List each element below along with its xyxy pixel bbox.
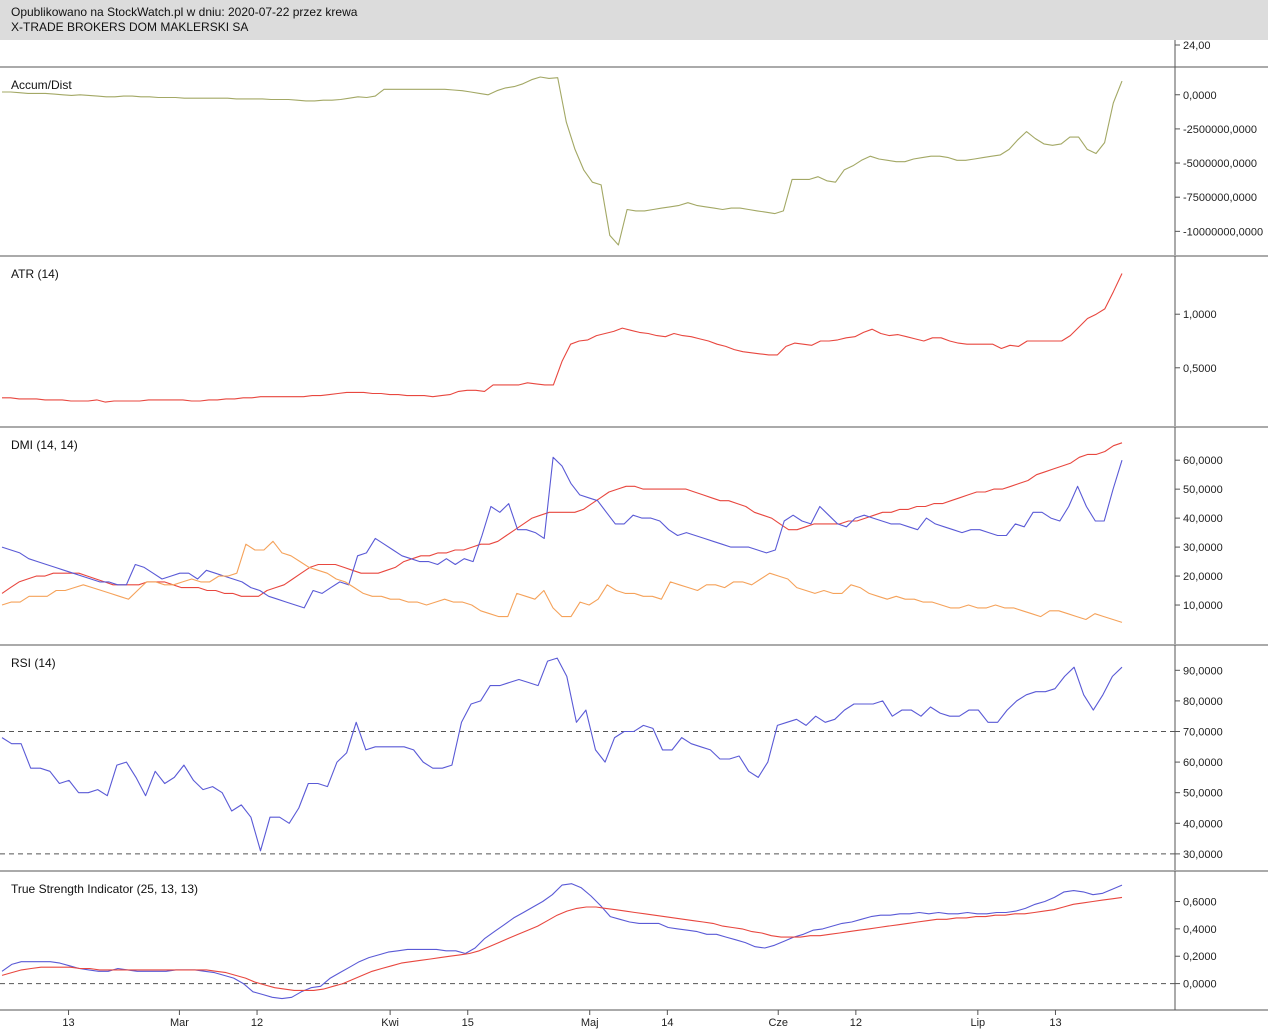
y-tick-label: -2500000,0000	[1183, 124, 1257, 136]
y-tick-label: 30,0000	[1183, 849, 1223, 861]
x-tick-label: 12	[850, 1017, 862, 1029]
y-tick-label: 70,0000	[1183, 726, 1223, 738]
x-tick-label: Maj	[581, 1017, 599, 1029]
x-tick-label: 15	[462, 1017, 474, 1029]
x-tick-label: Mar	[170, 1017, 189, 1029]
instrument-name: X-TRADE BROKERS DOM MAKLERSKI SA	[11, 20, 249, 34]
publication-header: Opublikowano na StockWatch.pl w dniu: 20…	[0, 0, 1268, 40]
x-tick-label: 12	[251, 1017, 263, 1029]
y-tick-label: 0,6000	[1183, 897, 1217, 909]
y-tick-label: -7500000,0000	[1183, 192, 1257, 204]
x-tick-label: 13	[62, 1017, 74, 1029]
panel-title: Accum/Dist	[11, 78, 72, 92]
series-line-blue	[1, 657, 1123, 852]
y-tick-label: 1,0000	[1183, 309, 1217, 321]
y-tick-label: 0,2000	[1183, 951, 1217, 963]
y-tick-label: 40,0000	[1183, 818, 1223, 830]
series-line-blue	[1, 883, 1123, 1000]
panel-title: True Strength Indicator (25, 13, 13)	[11, 882, 198, 896]
y-tick-label: 40,0000	[1183, 513, 1223, 525]
panel-dmi: DMI (14, 14) 60,0000 50,0000 40,0000 30,0000…	[0, 426, 1268, 644]
y-tick-label: 50,0000	[1183, 484, 1223, 496]
y-tick-label: 0,5000	[1183, 363, 1217, 375]
y-tick-label: 50,0000	[1183, 788, 1223, 800]
y-tick-label: 90,0000	[1183, 665, 1223, 677]
publication-info: Opublikowano na StockWatch.pl w dniu: 20…	[11, 5, 358, 19]
x-tick-label: 14	[661, 1017, 673, 1029]
series-line-orange	[1, 540, 1123, 623]
panel-rsi: RSI (14) 90,0000 80,0000 70,0000 60,0000 50,0…	[0, 644, 1268, 870]
panel-title: RSI (14)	[11, 656, 56, 670]
y-tick-label: 0,4000	[1183, 924, 1217, 936]
x-tick-label: 13	[1049, 1017, 1061, 1029]
y-tick-label: 60,0000	[1183, 757, 1223, 769]
y-tick-label: 0,0000	[1183, 979, 1217, 991]
panel-accum-dist: Accum/Dist 0,0000 -2500000,0000 -5000000,00…	[0, 66, 1268, 255]
x-tick-label: Lip	[970, 1017, 985, 1029]
y-tick-label: 80,0000	[1183, 696, 1223, 708]
panel-atr: ATR (14) 1,0000 0,5000	[0, 255, 1268, 426]
x-tick-label: Cze	[768, 1017, 788, 1029]
panel-title: ATR (14)	[11, 267, 59, 281]
y-tick-label: 60,0000	[1183, 455, 1223, 467]
series-line-red	[1, 442, 1123, 597]
series-line-red	[1, 896, 1123, 991]
y-tick-label: 0,0000	[1183, 90, 1217, 102]
y-tick-label: -10000000,0000	[1183, 226, 1263, 238]
x-tick-label: Kwi	[381, 1017, 399, 1029]
series-line-red	[2, 273, 1123, 403]
series-line-olive	[2, 76, 1123, 246]
y-tick-label: 30,0000	[1183, 542, 1223, 554]
panel-tsi: True Strength Indicator (25, 13, 13) 0,60…	[0, 870, 1268, 1010]
y-tick-label: 10,0000	[1183, 600, 1223, 612]
top-axis-tick-label: 24,00	[1183, 40, 1211, 52]
series-line-blue	[1, 456, 1123, 609]
panel-title: DMI (14, 14)	[11, 438, 78, 452]
y-tick-label: -5000000,0000	[1183, 158, 1257, 170]
y-tick-label: 20,0000	[1183, 571, 1223, 583]
